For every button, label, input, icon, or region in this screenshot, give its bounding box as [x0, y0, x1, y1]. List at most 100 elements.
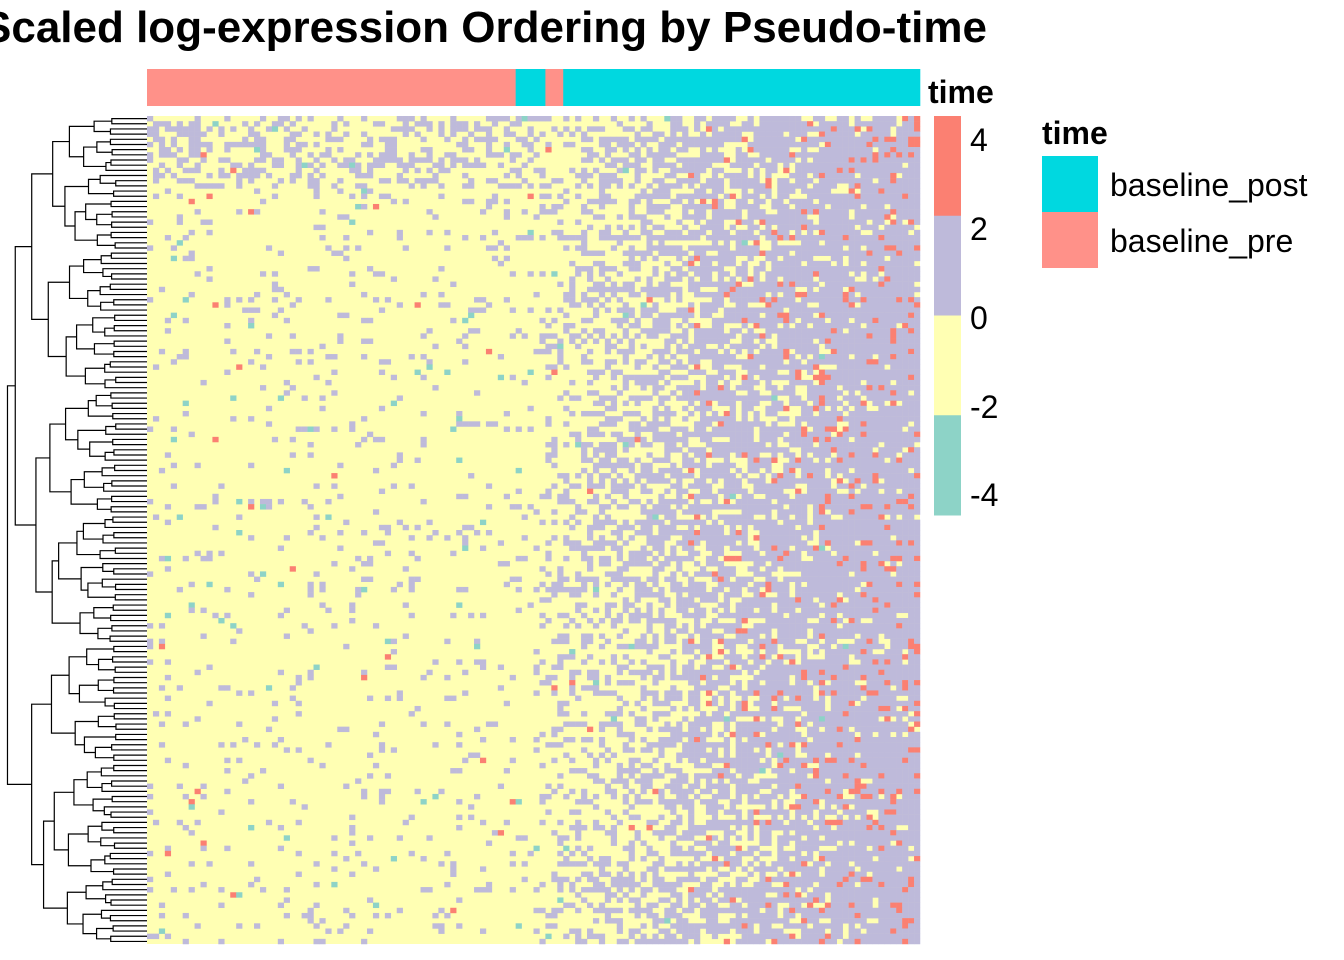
- heatmap-cell: [902, 488, 909, 495]
- heatmap-cell: [765, 188, 772, 194]
- heatmap-cell: [545, 416, 552, 422]
- heatmap-cell: [224, 323, 231, 329]
- heatmap-cell: [717, 297, 725, 303]
- heatmap-cell: [854, 483, 861, 489]
- heatmap-cell: [717, 183, 725, 189]
- heatmap-cell: [616, 240, 623, 246]
- heatmap-cell: [866, 147, 873, 153]
- heatmap-cell: [830, 561, 838, 567]
- heatmap-cell: [902, 359, 909, 365]
- heatmap-cell: [729, 317, 736, 324]
- heatmap-cell: [759, 250, 766, 256]
- heatmap-cell: [890, 581, 897, 588]
- heatmap-cell: [265, 245, 273, 251]
- heatmap-cell: [878, 359, 885, 365]
- heatmap-cell: [640, 545, 647, 551]
- heatmap-cell: [878, 504, 885, 510]
- heatmap-cell: [795, 162, 802, 168]
- heatmap-cell: [729, 374, 736, 381]
- heatmap-cell: [908, 354, 915, 360]
- heatmap-cell: [313, 514, 320, 520]
- heatmap-cell: [634, 561, 641, 567]
- heatmap-cell: [854, 555, 861, 562]
- heatmap-cell: [587, 555, 594, 562]
- heatmap-cell: [842, 555, 849, 562]
- heatmap-cell: [729, 255, 736, 262]
- heatmap-cell: [896, 390, 903, 396]
- heatmap-cell: [170, 312, 177, 319]
- heatmap-cell: [753, 442, 760, 448]
- heatmap-cell: [830, 266, 838, 272]
- heatmap-cell: [670, 581, 677, 588]
- heatmap-cell: [866, 571, 873, 577]
- heatmap-cell: [765, 307, 772, 313]
- heatmap-cell: [807, 561, 814, 567]
- heatmap-cell: [872, 317, 879, 324]
- heatmap-cell: [652, 426, 659, 432]
- heatmap-cell: [301, 162, 308, 168]
- heatmap-cell: [575, 483, 582, 489]
- heatmap-cell: [676, 395, 683, 401]
- heatmap-cell: [783, 162, 790, 168]
- heatmap-cell: [563, 291, 570, 298]
- heatmap-cell: [908, 183, 915, 189]
- heatmap-cell: [581, 131, 588, 137]
- heatmap-cell: [890, 555, 897, 562]
- heatmap-cell: [848, 504, 855, 510]
- heatmap-cell: [444, 245, 451, 251]
- heatmap-cell: [801, 571, 808, 577]
- heatmap-cell: [367, 561, 374, 567]
- heatmap-cell: [789, 400, 796, 407]
- heatmap-cell: [878, 379, 885, 386]
- heatmap-cell: [741, 473, 748, 479]
- heatmap-cell: [807, 297, 814, 303]
- heatmap-cell: [747, 297, 754, 303]
- heatmap-cell: [759, 369, 766, 375]
- heatmap-cell: [182, 400, 189, 407]
- heatmap-cell: [640, 524, 647, 531]
- heatmap-cell: [884, 338, 891, 344]
- heatmap-cell: [842, 545, 849, 551]
- heatmap-cell: [676, 235, 683, 241]
- heatmap-cell: [705, 338, 713, 344]
- heatmap-cell: [848, 240, 855, 246]
- annotation-bar-label: time: [928, 74, 994, 110]
- heatmap-cell: [765, 493, 772, 500]
- heatmap-cell: [361, 188, 368, 194]
- heatmap-cell: [545, 343, 552, 350]
- heatmap-cell: [646, 374, 653, 381]
- heatmap-cell: [658, 250, 665, 256]
- heatmap-cell: [575, 436, 582, 443]
- heatmap-cell: [723, 286, 730, 293]
- heatmap-cell: [361, 291, 368, 298]
- heatmap-cell: [842, 385, 849, 391]
- heatmap-cell: [783, 260, 790, 267]
- heatmap-cell: [717, 452, 725, 458]
- heatmap-cell: [699, 307, 707, 313]
- dendrogram-branch: [109, 283, 147, 290]
- heatmap-cell: [848, 136, 855, 143]
- heatmap-cell: [771, 493, 778, 500]
- heatmap-cell: [182, 235, 189, 241]
- heatmap-cell: [158, 172, 166, 179]
- heatmap-cell: [390, 586, 397, 593]
- heatmap-cell: [789, 390, 796, 396]
- heatmap-cell: [729, 209, 736, 215]
- heatmap-cell: [854, 498, 861, 505]
- dendrogram-branch: [79, 612, 98, 635]
- heatmap-cell: [753, 240, 760, 246]
- heatmap-cell: [587, 561, 594, 567]
- heatmap-cell: [711, 597, 719, 603]
- heatmap-cell: [569, 131, 576, 137]
- dendrogram-branch: [109, 852, 147, 860]
- heatmap-cell: [890, 498, 897, 505]
- heatmap-cell: [628, 126, 635, 132]
- heatmap-cell: [468, 307, 475, 313]
- heatmap-cell: [592, 281, 600, 288]
- heatmap-cell: [735, 245, 742, 251]
- heatmap-cell: [485, 136, 493, 143]
- heatmap-cell: [545, 307, 552, 313]
- heatmap-cell: [545, 597, 552, 603]
- heatmap-cell: [836, 172, 843, 179]
- heatmap-cell: [836, 136, 843, 143]
